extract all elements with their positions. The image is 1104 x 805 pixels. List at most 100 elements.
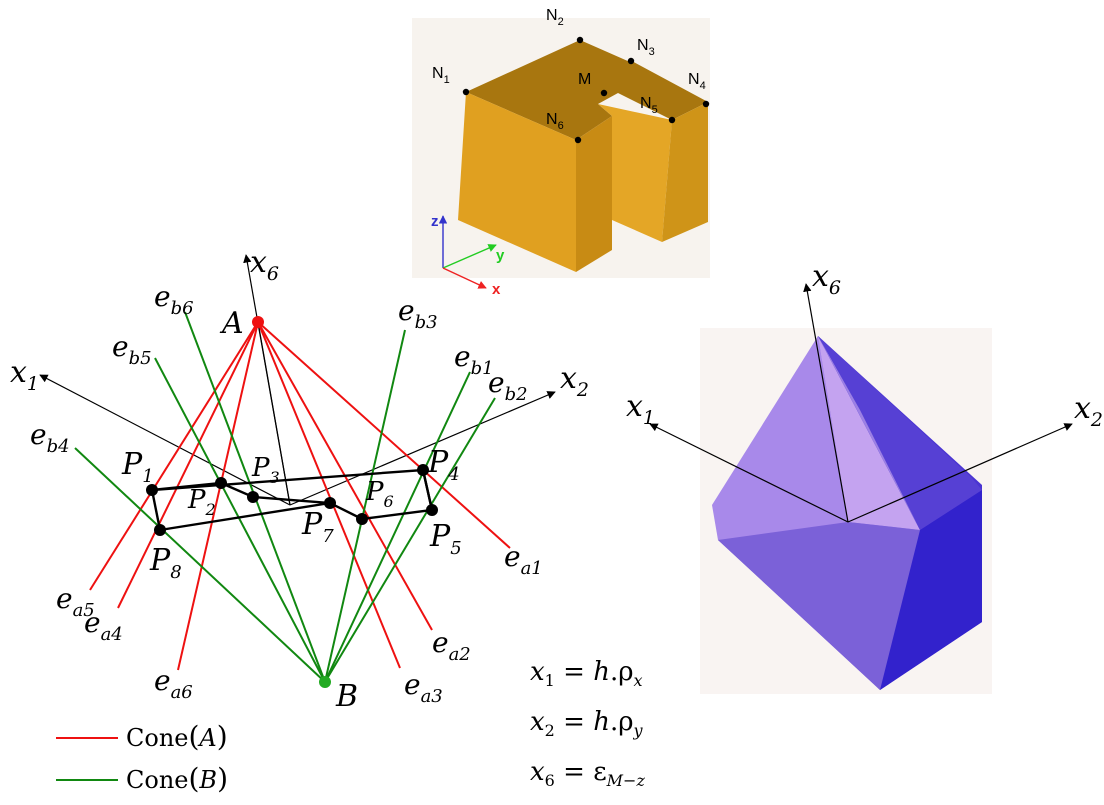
label-n2: N2 — [546, 7, 564, 28]
label-ea1: ea1 — [504, 540, 543, 579]
equation-x6: x6 = εM−z — [530, 757, 645, 790]
cone-apex-to-origin — [257, 321, 291, 506]
cone-figure: x6 x1 x2 A B P1 P2 P3 P4 P5 P6 P7 P8 ea1… — [10, 245, 589, 714]
point-p2 — [215, 477, 227, 489]
label-ea4: ea4 — [84, 606, 123, 645]
point-p6 — [356, 513, 368, 525]
legend: Cone(A) Cone(B) — [56, 720, 228, 795]
label-p2: P2 — [187, 485, 216, 519]
cone-axis-x1 — [39, 374, 291, 506]
edge-ea4 — [117, 321, 259, 609]
block-figure: N1 N2 N3 N4 N5 N6 M z y x — [412, 7, 710, 298]
label-polytope-x6: x6 — [812, 259, 841, 299]
label-eb2: eb2 — [488, 366, 528, 405]
polytope-face-right-bottom — [880, 490, 982, 690]
equation-x2: x2 = h.ρy — [530, 707, 644, 740]
label-apex-a: A — [219, 306, 244, 341]
point-p1 — [146, 484, 158, 496]
label-p4: P4 — [427, 445, 460, 485]
equation-x1: x1 = h.ρx — [530, 657, 643, 690]
label-ea6: ea6 — [154, 664, 193, 703]
point-p5 — [426, 504, 438, 516]
point-p3 — [247, 491, 259, 503]
edge-ea5 — [89, 321, 259, 591]
block-top-face — [466, 40, 708, 140]
label-n4: N4 — [688, 71, 706, 92]
node-n4-dot — [702, 100, 710, 108]
cone-section-left-edge — [150, 489, 162, 531]
label-m: M — [578, 71, 591, 88]
node-n5-dot — [668, 116, 676, 124]
apex-a-dot — [252, 316, 264, 328]
block-front-right-face — [598, 104, 672, 242]
label-cone-x1: x1 — [10, 355, 39, 395]
label-n3: N3 — [637, 37, 655, 58]
apex-b-dot — [319, 676, 331, 688]
node-n3-dot — [627, 57, 635, 65]
polytope-axis-x6 — [803, 283, 849, 523]
label-eb6: eb6 — [154, 280, 194, 319]
polytope-figure: x6 x1 x2 — [626, 259, 1103, 694]
label-p1: P1 — [121, 447, 154, 487]
point-p7 — [324, 497, 336, 509]
label-polytope-x2: x2 — [1074, 391, 1103, 431]
label-ea3: ea3 — [404, 668, 443, 707]
polytope-axis-x1 — [649, 423, 849, 523]
label-cone-x2: x2 — [560, 361, 589, 401]
block-right-side-face — [662, 102, 708, 242]
node-n2-dot — [576, 36, 584, 44]
label-polytope-x1: x1 — [626, 389, 655, 429]
triad-x-label: x — [492, 281, 501, 298]
label-n5: N5 — [640, 95, 658, 116]
cone-section-right-edge — [421, 469, 434, 511]
cone-section-lower-edge — [159, 501, 331, 532]
label-p7: P7 — [301, 507, 334, 547]
block-front-left-face — [458, 92, 576, 272]
label-p5: P5 — [429, 519, 462, 559]
label-p3: P3 — [251, 453, 280, 487]
legend-cone-a-label: Cone(A) — [126, 720, 228, 753]
polytope-face-lower — [718, 522, 920, 690]
node-n1-dot — [462, 88, 470, 96]
label-eb5: eb5 — [112, 330, 152, 369]
triad-x-axis — [442, 267, 487, 289]
edge-eb3 — [324, 329, 406, 683]
polytope-face-ridge — [818, 336, 920, 530]
polytope-face-left — [712, 336, 848, 540]
label-n1: N1 — [432, 65, 450, 86]
node-m-dot — [600, 89, 608, 97]
label-ea2: ea2 — [432, 626, 471, 665]
block-side-face — [576, 116, 612, 272]
node-n6-dot — [574, 136, 582, 144]
label-cone-x6: x6 — [250, 245, 279, 285]
legend-cone-b-label: Cone(B) — [126, 762, 228, 795]
edge-ea6 — [177, 321, 259, 671]
label-ea5: ea5 — [56, 582, 95, 621]
triad-z-label: z — [431, 213, 439, 230]
point-p8 — [154, 524, 166, 536]
polytope-labels: x6 x1 x2 — [626, 259, 1103, 431]
label-n6: N6 — [546, 111, 564, 132]
edge-eb4 — [74, 447, 326, 683]
triad-y-label: y — [496, 247, 505, 264]
label-p6: P6 — [365, 477, 394, 511]
edge-eb1 — [324, 371, 471, 683]
label-eb3: eb3 — [398, 294, 438, 333]
label-p8: P8 — [149, 543, 182, 583]
edge-eb2 — [324, 397, 496, 683]
edge-ea1 — [257, 321, 511, 549]
label-eb1: eb1 — [454, 340, 494, 379]
triad-y-axis — [442, 244, 497, 269]
label-apex-b: B — [335, 679, 358, 714]
cone-axis-x2 — [289, 391, 556, 506]
cone-a-edges — [89, 321, 511, 671]
point-p4 — [417, 464, 429, 476]
equations: x1 = h.ρx x2 = h.ρy x6 = εM−z — [530, 657, 645, 790]
cone-labels: x6 x1 x2 A B P1 P2 P3 P4 P5 P6 P7 P8 ea1… — [10, 245, 589, 714]
edge-eb5 — [154, 357, 326, 683]
polytope-axis-x2 — [847, 423, 1073, 523]
label-eb4: eb4 — [30, 418, 70, 457]
edge-ea3 — [257, 321, 401, 669]
